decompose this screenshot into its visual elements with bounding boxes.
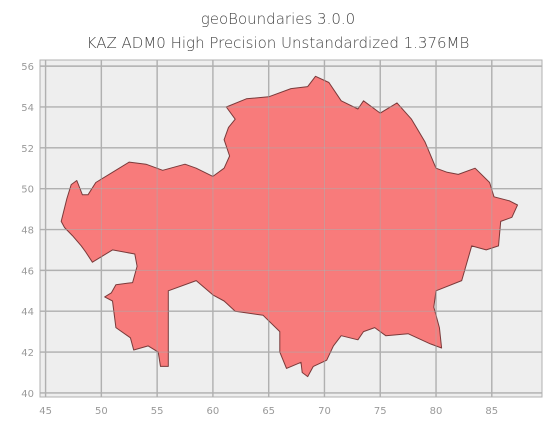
x-tick-label: 65 bbox=[262, 406, 275, 417]
y-tick-label: 46 bbox=[21, 266, 34, 277]
country-shapes bbox=[40, 60, 542, 397]
map-title: geoBoundaries 3.0.0 bbox=[200, 10, 356, 28]
axis-ticks: 45 50 55 60 65 70 75 80 85 40 42 44 46 48 50 52 54 56 bbox=[21, 62, 498, 417]
x-tick-label: 80 bbox=[430, 406, 443, 417]
x-tick-label: 60 bbox=[207, 406, 220, 417]
y-tick-label: 54 bbox=[21, 103, 34, 114]
x-tick-label: 55 bbox=[151, 406, 164, 417]
x-tick-label: 45 bbox=[39, 406, 52, 417]
x-tick-label: 50 bbox=[95, 406, 108, 417]
x-tick-label: 70 bbox=[318, 406, 331, 417]
y-tick-label: 40 bbox=[21, 389, 34, 400]
y-tick-label: 56 bbox=[21, 62, 34, 73]
y-tick-label: 44 bbox=[21, 307, 34, 318]
x-tick-label: 85 bbox=[485, 406, 498, 417]
y-tick-label: 50 bbox=[21, 185, 34, 196]
y-tick-label: 42 bbox=[21, 348, 34, 359]
map-subtitle: KAZ ADM0 High Precision Unstandardized 1… bbox=[86, 34, 470, 52]
x-tick-label: 75 bbox=[374, 406, 387, 417]
y-tick-label: 52 bbox=[21, 144, 34, 155]
y-tick-label: 48 bbox=[21, 226, 34, 237]
